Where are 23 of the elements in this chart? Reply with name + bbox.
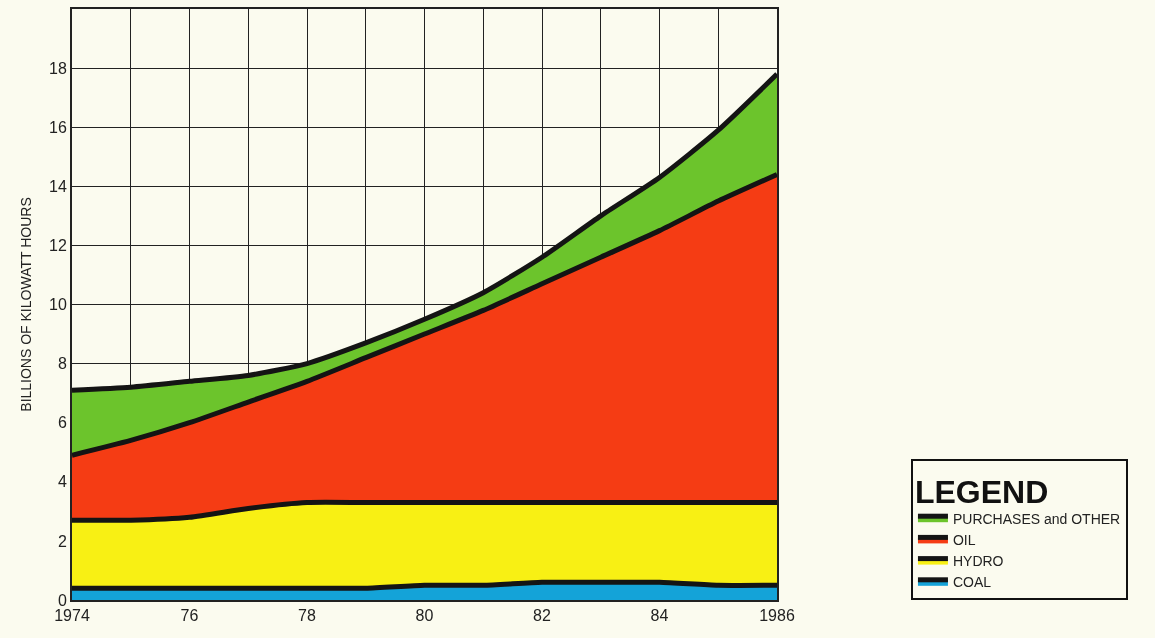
legend-title: LEGEND bbox=[914, 473, 1049, 510]
y-tick-label: 10 bbox=[49, 296, 67, 314]
y-axis-title: BILLIONS OF KILOWATT HOURS bbox=[18, 197, 35, 412]
legend-label: COAL bbox=[952, 574, 992, 591]
y-tick-label: 12 bbox=[49, 237, 67, 254]
y-tick-label: 8 bbox=[57, 355, 67, 373]
y-tick-label: 6 bbox=[57, 414, 67, 432]
x-tick-label: 1974 bbox=[54, 607, 90, 625]
y-tick-label: 0 bbox=[57, 591, 67, 609]
legend-label: HYDRO bbox=[952, 553, 1004, 570]
x-tick-label: 80 bbox=[415, 607, 434, 625]
y-tick-label: 18 bbox=[49, 59, 67, 77]
x-tick-label: 76 bbox=[180, 607, 199, 625]
x-tick-label: 78 bbox=[298, 607, 316, 625]
x-tick-label: 82 bbox=[533, 607, 551, 625]
x-tick-label: 84 bbox=[650, 607, 669, 625]
y-tick-label: 16 bbox=[49, 118, 67, 136]
y-tick-label: 4 bbox=[57, 473, 67, 491]
legend-label: PURCHASES and OTHER bbox=[952, 510, 1121, 527]
x-tick-label: 1986 bbox=[759, 607, 795, 625]
y-tick-label: 2 bbox=[57, 532, 67, 550]
y-tick-label: 14 bbox=[49, 177, 67, 195]
legend-label: OIL bbox=[952, 531, 976, 548]
